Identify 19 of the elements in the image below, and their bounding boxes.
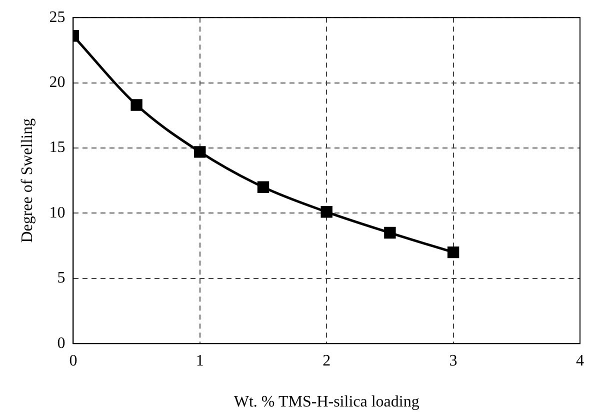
point [130, 99, 142, 111]
point [194, 146, 206, 158]
y-tick-label: 10 [49, 204, 66, 222]
point [320, 206, 332, 218]
y-tick-label: 15 [49, 139, 66, 156]
y-axis-title: Degree of Swelling [18, 118, 36, 243]
point [384, 226, 396, 239]
y-tick-label: 0 [57, 334, 66, 352]
x-tick-label: 4 [576, 352, 584, 370]
x-axis-title: Wt. % TMS-H-silica loading [234, 394, 420, 411]
x-tick-label: 2 [322, 352, 331, 370]
y-tick-label: 25 [49, 8, 66, 26]
point [257, 181, 270, 193]
point [447, 246, 460, 258]
x-tick-label: 1 [196, 352, 204, 370]
y-tick-label: 20 [49, 74, 66, 92]
y-tick-label: 5 [57, 270, 66, 287]
x-tick-label: 3 [449, 352, 458, 370]
x-tick-label: 0 [69, 352, 78, 370]
